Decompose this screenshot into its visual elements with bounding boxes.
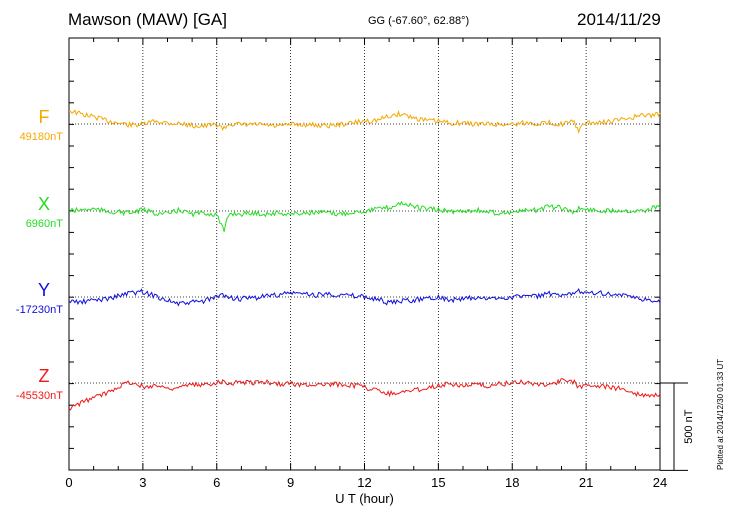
- plotted-timestamp: Plotted at 2014/12/30 01:33 UT: [716, 358, 725, 470]
- component-label-F: F: [39, 107, 50, 127]
- trace-F: [68, 109, 661, 135]
- baseline-value-Y: -17230nT: [16, 304, 63, 316]
- baseline-value-Z: -45530nT: [16, 390, 63, 402]
- baseline-value-X: 6960nT: [26, 218, 64, 230]
- series-labels: F 49180nT X 6960nT Y -17230nT Z -45530nT: [16, 107, 63, 402]
- x-tick-label-18: 18: [505, 475, 519, 490]
- component-label-X: X: [38, 194, 50, 214]
- x-tick-label-12: 12: [357, 475, 371, 490]
- geographic-coords: GG (-67.60°, 62.88°): [368, 15, 470, 27]
- x-tick-label-15: 15: [431, 475, 445, 490]
- component-label-Y: Y: [38, 280, 50, 300]
- chart-grid: [69, 38, 660, 470]
- trace-Z: [68, 378, 661, 411]
- station-title: Mawson (MAW) [GA]: [68, 10, 227, 29]
- series-traces: [68, 109, 661, 411]
- x-tick-label-21: 21: [579, 475, 593, 490]
- x-tick-label-6: 6: [213, 475, 220, 490]
- x-tick-label-24: 24: [653, 475, 667, 490]
- trace-Y: [68, 288, 661, 307]
- plot-date: 2014/11/29: [577, 10, 661, 29]
- x-axis-label: U T (hour): [335, 491, 394, 506]
- scale-bar-label: 500 nT: [683, 409, 695, 444]
- trace-X: [68, 200, 661, 232]
- baseline-value-F: 49180nT: [20, 131, 64, 143]
- x-tick-label-0: 0: [65, 475, 72, 490]
- x-tick-label-9: 9: [287, 475, 294, 490]
- x-tick-label-3: 3: [139, 475, 146, 490]
- component-label-Z: Z: [39, 366, 50, 386]
- scale-bar: 500 nT: [660, 382, 695, 471]
- x-axis-ticks: 0 3 6 9 12 15 18 21 24 U T (hour): [65, 38, 667, 506]
